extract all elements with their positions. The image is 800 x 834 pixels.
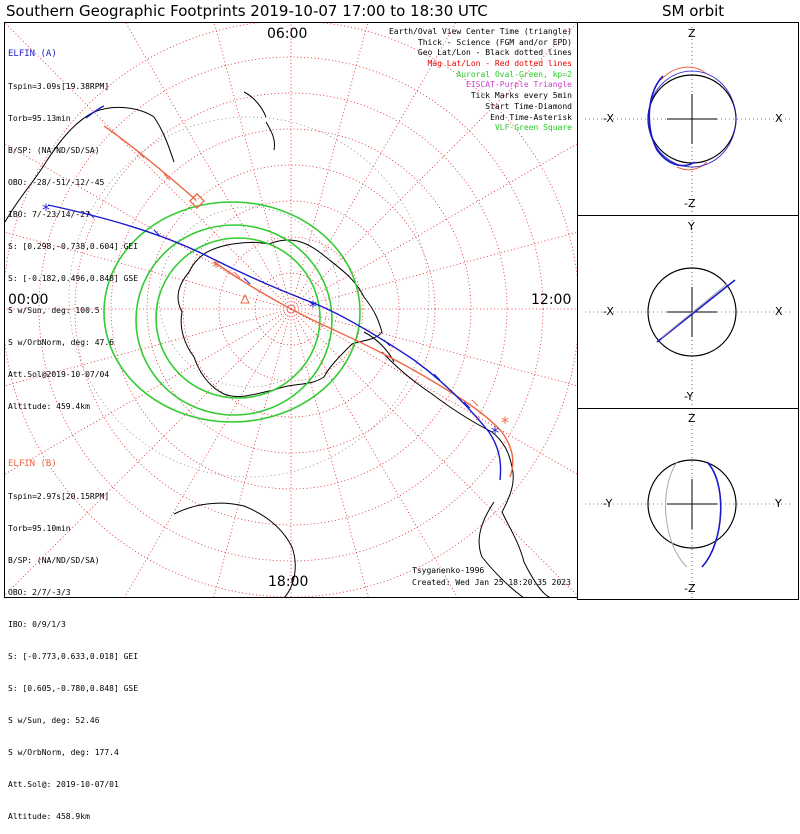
start-asterisk-a: *: [42, 200, 50, 219]
elfin-b-line: B/SP: (NA/ND/SD/SA): [8, 555, 100, 565]
created-timestamp: Created: Wed Jan 25 18:20:35 2023: [412, 578, 571, 587]
legend-item: Thick - Science (FGM and/or EPD): [417, 37, 572, 47]
polar-map: * * * * *: [5, 23, 577, 597]
new-zealand-coastline: [243, 91, 275, 151]
end-asterisk-b: *: [501, 413, 509, 432]
sm-axis-left: -Y: [603, 497, 613, 510]
elfin-a-line: Torb=95.13min: [8, 113, 71, 123]
legend-item: Earth/Oval View Center Time (triangle): [388, 27, 572, 36]
sm-axis-left: -X: [603, 112, 614, 125]
orbit-ticks-b: [115, 133, 479, 407]
elfin-a-line: IBO: 7/-23/14/-27: [8, 209, 90, 219]
elfin-b-line: Tspin=2.97s[20.15RPM]: [8, 491, 110, 501]
sm-axis-bottom: -Y: [684, 390, 694, 403]
sm-axis-right: X: [775, 112, 783, 125]
elfin-b-line: OBO: 2/7/-3/3: [8, 587, 71, 597]
clock-label-bottom: 18:00: [268, 574, 309, 590]
model-credit: Tsyganenko-1996: [412, 566, 485, 575]
elfin-a-info: ELFIN (A) Tspin=3.09s[19.38RPM] Torb=95.…: [8, 28, 138, 424]
sm-axis-top: Y: [688, 220, 695, 233]
elfin-b-line: Att.Sol@: 2019-10-07/01: [8, 780, 119, 790]
sm1-orbit-b: [660, 66, 708, 171]
sm-axis-right: X: [775, 305, 783, 318]
elfin-b-title: ELFIN (B): [8, 459, 57, 470]
antarctica-coastline: [177, 239, 383, 397]
sm2-orbit-b: [660, 283, 728, 339]
elfin-b-line: S: [0.605,-0.780,0.848] GSE: [8, 684, 139, 694]
sm3-orbit-a: [701, 461, 722, 568]
elfin-a-title: ELFIN (A): [8, 49, 57, 60]
orbit-track-b: [103, 125, 514, 478]
svg-text:*: *: [491, 423, 499, 442]
plot-title: Southern Geographic Footprints 2019-10-0…: [6, 2, 488, 20]
elfin-a-line: Att.Sol@2019-10-07/04: [8, 370, 110, 380]
sm2-orbit-a: [656, 279, 736, 343]
legend-item: EISCAT-Purple Triangle: [466, 80, 572, 90]
geo-lat-grid: [68, 116, 430, 478]
sm-axis-top: Z: [688, 412, 696, 425]
orbit-track-a: [47, 105, 502, 481]
elfin-a-line: OBO: -28/-51/-12/-45: [8, 177, 105, 187]
sm-orbit-plots: [585, 27, 791, 598]
africa-coastline: [173, 502, 296, 597]
clock-label-right: 12:00: [531, 292, 572, 308]
elfin-b-line: IBO: 0/9/1/3: [8, 619, 66, 629]
elfin-a-line: S w/Sun, deg: 100.5: [8, 306, 100, 316]
elfin-b-line: S: [-0.773,0.633,0.018] GEI: [8, 651, 139, 661]
elfin-b-line: Torb=95.10min: [8, 523, 71, 533]
legend-item: VLF-Green Square: [494, 123, 572, 133]
legend-item: Start Time-Diamond: [485, 101, 572, 111]
view-center-triangle: [240, 293, 250, 304]
sm1-orbit-a: [648, 75, 696, 167]
legend-item: Mag Lat/Lon - Red dotted lines: [427, 59, 573, 69]
sm-axis-top: Z: [688, 27, 696, 40]
sm-axis-bottom: -Z: [684, 197, 696, 210]
clock-label-left: 00:00: [8, 292, 49, 308]
elfin-b-line: Altitude: 458.9km: [8, 812, 90, 822]
orbit-ticks-a: [87, 211, 471, 409]
south-america-coastline: [381, 351, 551, 597]
legend: Earth/Oval View Center Time (triangle) Th…: [389, 27, 572, 134]
elfin-b-line: S w/Sun, deg: 52.46: [8, 716, 100, 726]
elfin-a-line: S: [0.298,-0.738,0.604] GEI: [8, 241, 139, 251]
elfin-b-line: S w/OrbNorm, deg: 177.4: [8, 748, 119, 758]
legend-item: Tick Marks every 5min: [470, 91, 572, 101]
legend-item: Auroral Oval-Green, kp=2: [456, 69, 572, 79]
legend-item: Geo Lat/Lon - Black dotted lines: [417, 48, 572, 58]
elfin-a-line: S w/OrbNorm, deg: 47.6: [8, 338, 114, 348]
sm-axis-left: -X: [603, 305, 614, 318]
sm-orbit-title: SM orbit: [662, 2, 725, 20]
elfin-a-line: B/SP: (NA/ND/SD/SA): [8, 145, 100, 155]
elfin-a-line: Tspin=3.09s[19.38RPM]: [8, 81, 110, 91]
svg-text:*: *: [309, 297, 317, 316]
svg-text:*: *: [212, 257, 220, 276]
elfin-a-line: Altitude: 459.4km: [8, 402, 90, 412]
sm-axis-right: Y: [775, 497, 782, 510]
elfin-a-line: S: [-0.182,0.496,0.848] GSE: [8, 274, 139, 284]
legend-item: End Time-Asterisk: [490, 112, 572, 122]
sm3-orbit-b: [665, 461, 688, 568]
elfin-b-info: ELFIN (B) Tspin=2.97s[20.15RPM] Torb=95.…: [8, 438, 138, 834]
start-diamond-b: [189, 193, 205, 209]
auroral-oval: [103, 201, 361, 423]
sm-axis-bottom: -Z: [684, 582, 696, 595]
clock-label-top: 06:00: [267, 26, 308, 42]
